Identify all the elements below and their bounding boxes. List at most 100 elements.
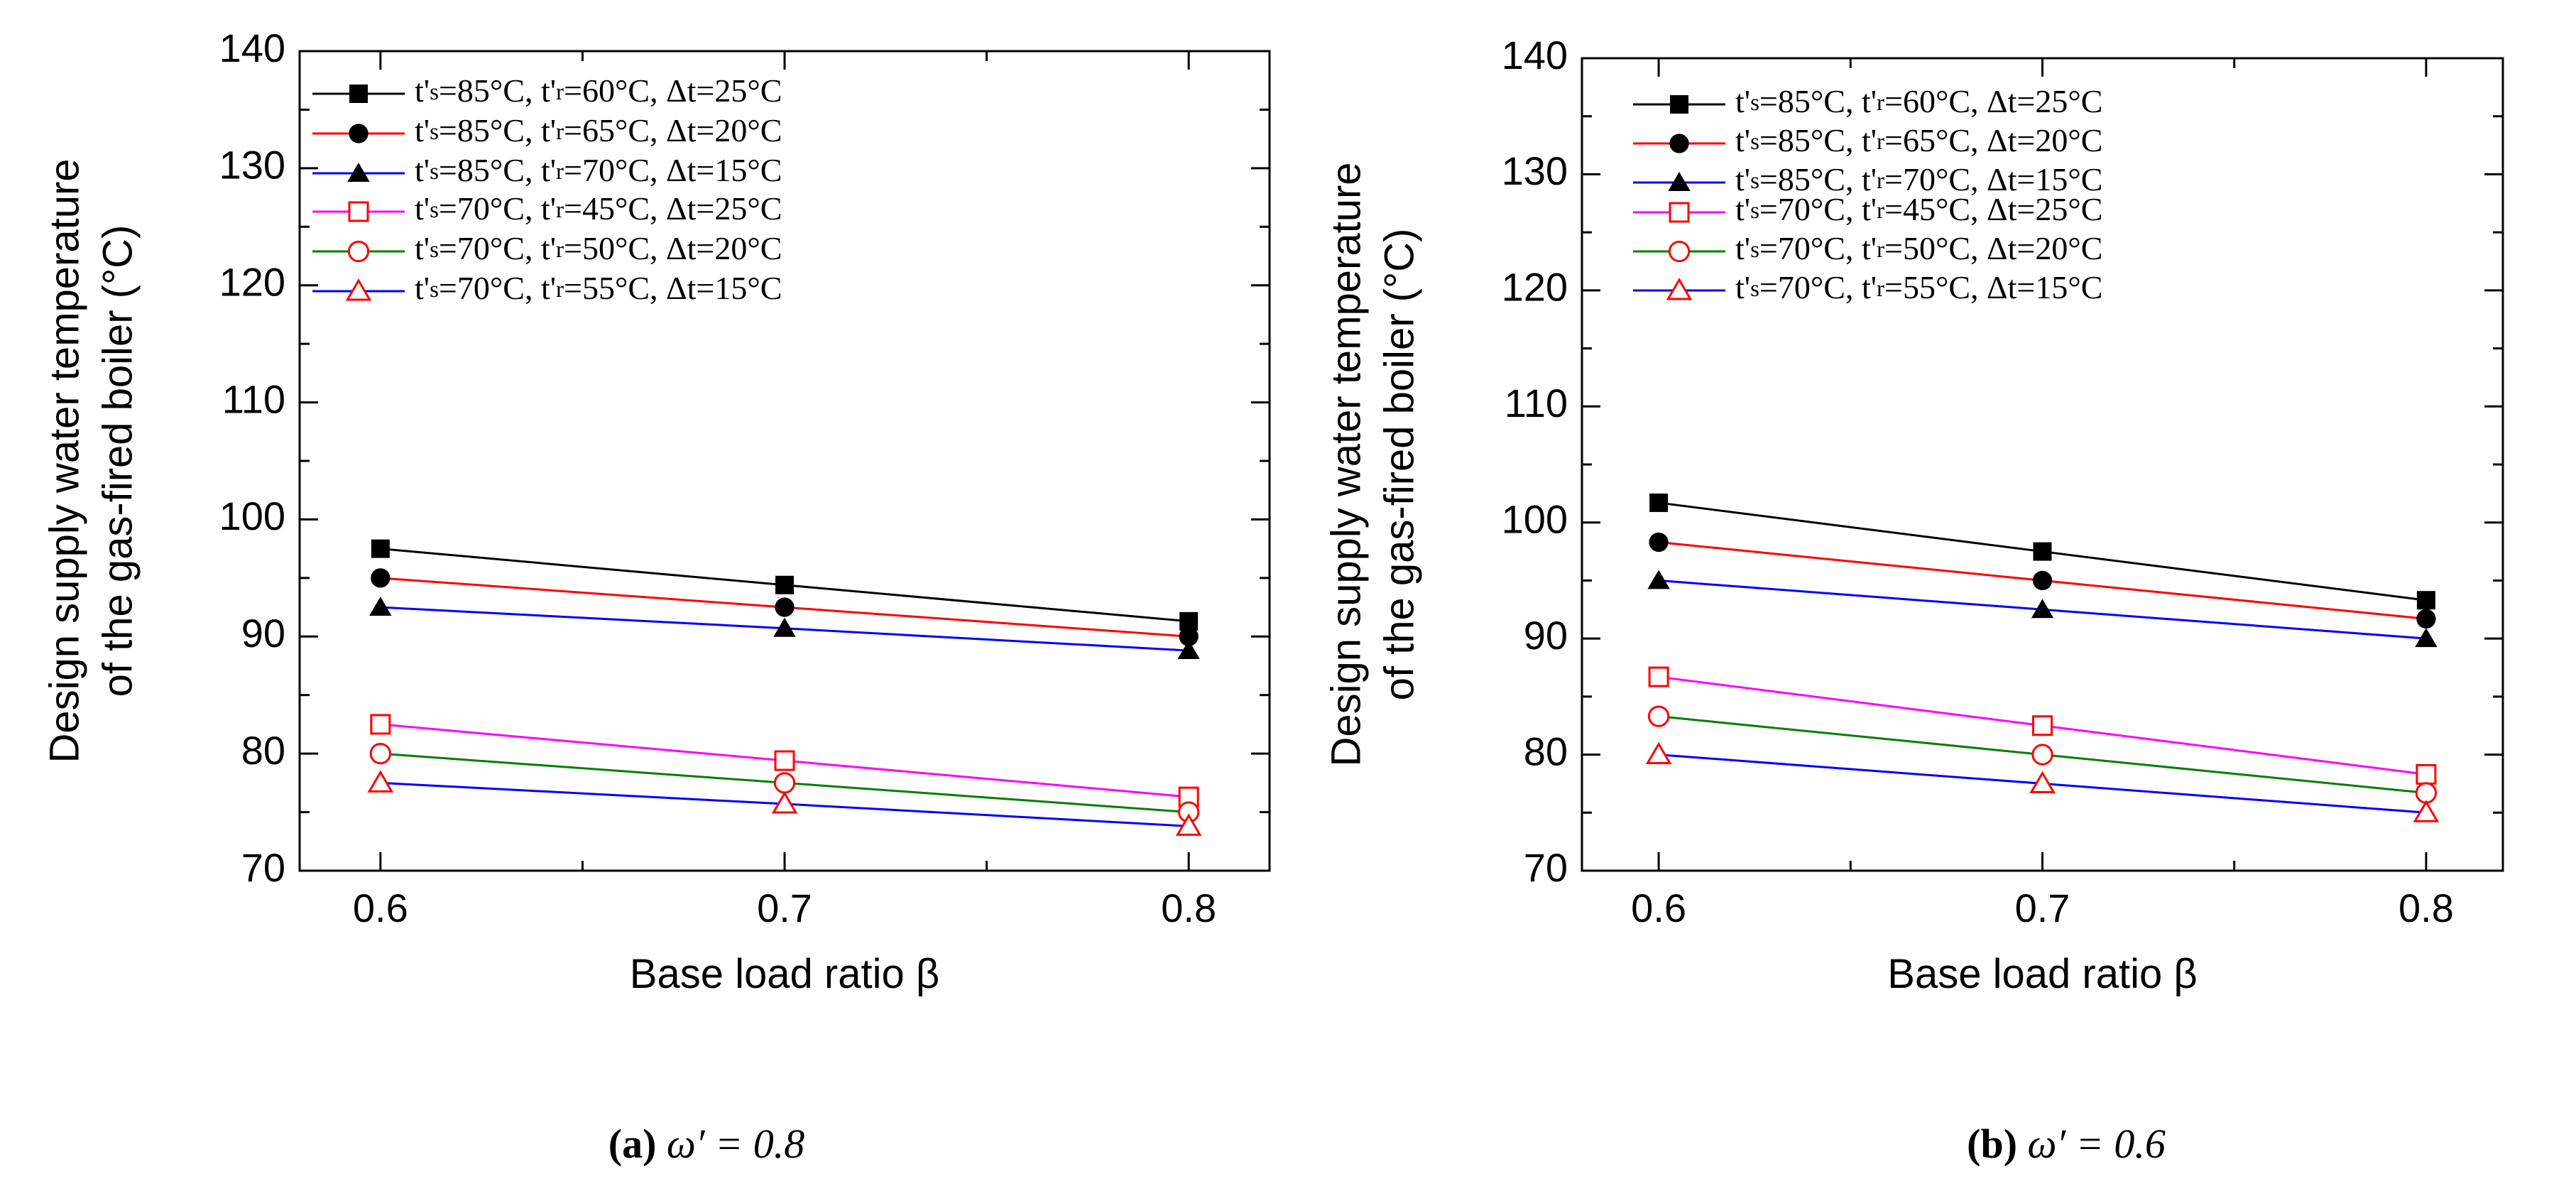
legend: t's=85°C, t'r=60°C, Δt=25°Ct's=85°C, t'r… — [312, 72, 782, 306]
data-point — [369, 742, 391, 765]
legend-label-5: t's=70°C, t'r=50°C, Δt=20°C — [1735, 230, 2102, 266]
data-point — [2416, 591, 2435, 610]
data-point — [2416, 763, 2437, 785]
caption-b-letter: (b) — [1967, 1121, 2017, 1167]
legend-marker — [1666, 278, 1693, 300]
data-point — [2032, 715, 2053, 736]
data-point — [775, 597, 795, 617]
x-tick-label: 0.8 — [1161, 886, 1216, 930]
data-point — [2031, 599, 2054, 619]
y-tick-label: 100 — [219, 494, 285, 538]
y-tick-label: 120 — [1502, 265, 1568, 310]
legend-marker — [349, 85, 368, 103]
y-tick-label: 130 — [219, 143, 285, 187]
chart-panel-a: 70 80 90 100 110 120 130 140 0.6 0.7 0.8 Base load … — [41, 26, 1271, 997]
data-point — [1647, 570, 1670, 589]
data-point — [773, 617, 796, 637]
legend-marker — [345, 278, 372, 301]
legend-label-1: t's=85°C, t'r=60°C, Δt=25°C — [1735, 83, 2102, 119]
data-point — [1175, 813, 1202, 836]
y-tick-label: 140 — [1502, 33, 1568, 77]
series-3 — [369, 597, 1200, 660]
legend-label-4: t's=70°C, t'r=45°C, Δt=25°C — [415, 190, 782, 227]
data-point — [1649, 532, 1669, 553]
data-point — [2032, 570, 2053, 591]
data-point — [367, 770, 394, 793]
data-point — [371, 568, 391, 588]
legend-label-2: t's=85°C, t'r=65°C, Δt=20°C — [415, 112, 782, 148]
series-6 — [367, 770, 1202, 836]
y-tick-label: 90 — [1524, 613, 1568, 658]
legend: t's=85°C, t'r=60°C, Δt=25°Ct's=85°C, t'r… — [1633, 83, 2102, 305]
data-point — [771, 791, 798, 814]
x-tick-label: 0.6 — [1631, 886, 1686, 930]
data-point — [2033, 542, 2052, 561]
data-point — [1647, 705, 1670, 727]
data-point — [369, 597, 392, 616]
data-point — [1649, 493, 1669, 512]
y-tick-label: 90 — [241, 611, 285, 655]
legend-label-5: t's=70°C, t'r=50°C, Δt=20°C — [415, 230, 782, 266]
caption-a-letter: (a) — [608, 1121, 657, 1167]
x-tick-label: 0.7 — [2015, 886, 2070, 930]
caption-a: (a) ω′ = 0.8 — [608, 1121, 804, 1167]
series-6 — [1645, 741, 2440, 822]
caption-b-text: ω′ = 0.6 — [2017, 1121, 2166, 1167]
data-point — [2031, 744, 2053, 766]
y-tick-label: 110 — [1505, 381, 1568, 425]
y-tick-label: 100 — [1502, 497, 1568, 542]
data-point — [774, 750, 795, 771]
x-axis-label: Base load ratio β — [1887, 951, 2197, 997]
legend-marker — [1670, 95, 1688, 114]
data-point — [1645, 741, 1672, 765]
legend-marker — [1669, 134, 1689, 153]
x-tick-label: 0.7 — [757, 886, 812, 930]
series-3 — [1647, 570, 2438, 648]
legend-label-4: t's=70°C, t'r=45°C, Δt=25°C — [1735, 191, 2102, 227]
y-tick-label: 70 — [1524, 845, 1568, 890]
data-point — [1179, 626, 1199, 646]
y-tick-label: 120 — [219, 260, 285, 305]
legend-label-1: t's=85°C, t'r=60°C, Δt=25°C — [415, 72, 782, 109]
legend-marker — [1668, 240, 1691, 263]
data-point — [2413, 800, 2440, 822]
legend-marker — [1668, 172, 1691, 191]
y-tick-label: 140 — [219, 26, 285, 70]
data-point — [2029, 771, 2056, 793]
legend-label-6: t's=70°C, t'r=55°C, Δt=15°C — [1735, 269, 2102, 305]
chart-panel-b: 70 80 90 100 110 120 130 140 0.6 0.7 0.8 Base load … — [1323, 33, 2504, 997]
caption-a-text: ω′ = 0.8 — [656, 1121, 804, 1167]
data-point — [2415, 628, 2438, 648]
data-point — [1177, 640, 1200, 660]
legend-marker — [349, 124, 369, 143]
legend-label-2: t's=85°C, t'r=65°C, Δt=20°C — [1735, 122, 2102, 158]
y-tick-label: 80 — [241, 728, 285, 773]
legend-marker — [347, 163, 370, 182]
series-5 — [1647, 705, 2438, 804]
y-tick-label: 70 — [241, 845, 285, 890]
x-axis-label: Base load ratio β — [630, 951, 939, 997]
series-2 — [371, 568, 1199, 646]
y-axis-label-line-2: of the gas-fired boiler (°C) — [1376, 229, 1422, 701]
y-axis-label-line-1: Design supply water temperature — [1323, 162, 1369, 766]
legend-marker — [348, 201, 369, 222]
caption-b: (b) ω′ = 0.6 — [1967, 1121, 2166, 1167]
series-2 — [1649, 532, 2436, 629]
y-tick-label: 110 — [222, 376, 285, 421]
y-tick-label: 130 — [1502, 148, 1568, 193]
y-axis-label-line-1: Design supply water temperature — [41, 158, 87, 763]
data-point — [2416, 609, 2436, 629]
legend-marker — [1669, 202, 1690, 223]
legend-label-6: t's=70°C, t'r=55°C, Δt=15°C — [415, 270, 782, 306]
data-point — [773, 772, 796, 794]
data-point — [2415, 782, 2438, 804]
data-point — [775, 575, 794, 594]
x-tick-label: 0.8 — [2398, 886, 2454, 930]
legend-marker — [347, 240, 370, 263]
series-4 — [370, 714, 1199, 807]
y-axis-label-line-2: of the gas-fired boiler (°C) — [94, 225, 141, 697]
series-4 — [1648, 666, 2437, 785]
legend-label-3: t's=85°C, t'r=70°C, Δt=15°C — [1735, 161, 2102, 197]
data-point — [371, 539, 390, 558]
